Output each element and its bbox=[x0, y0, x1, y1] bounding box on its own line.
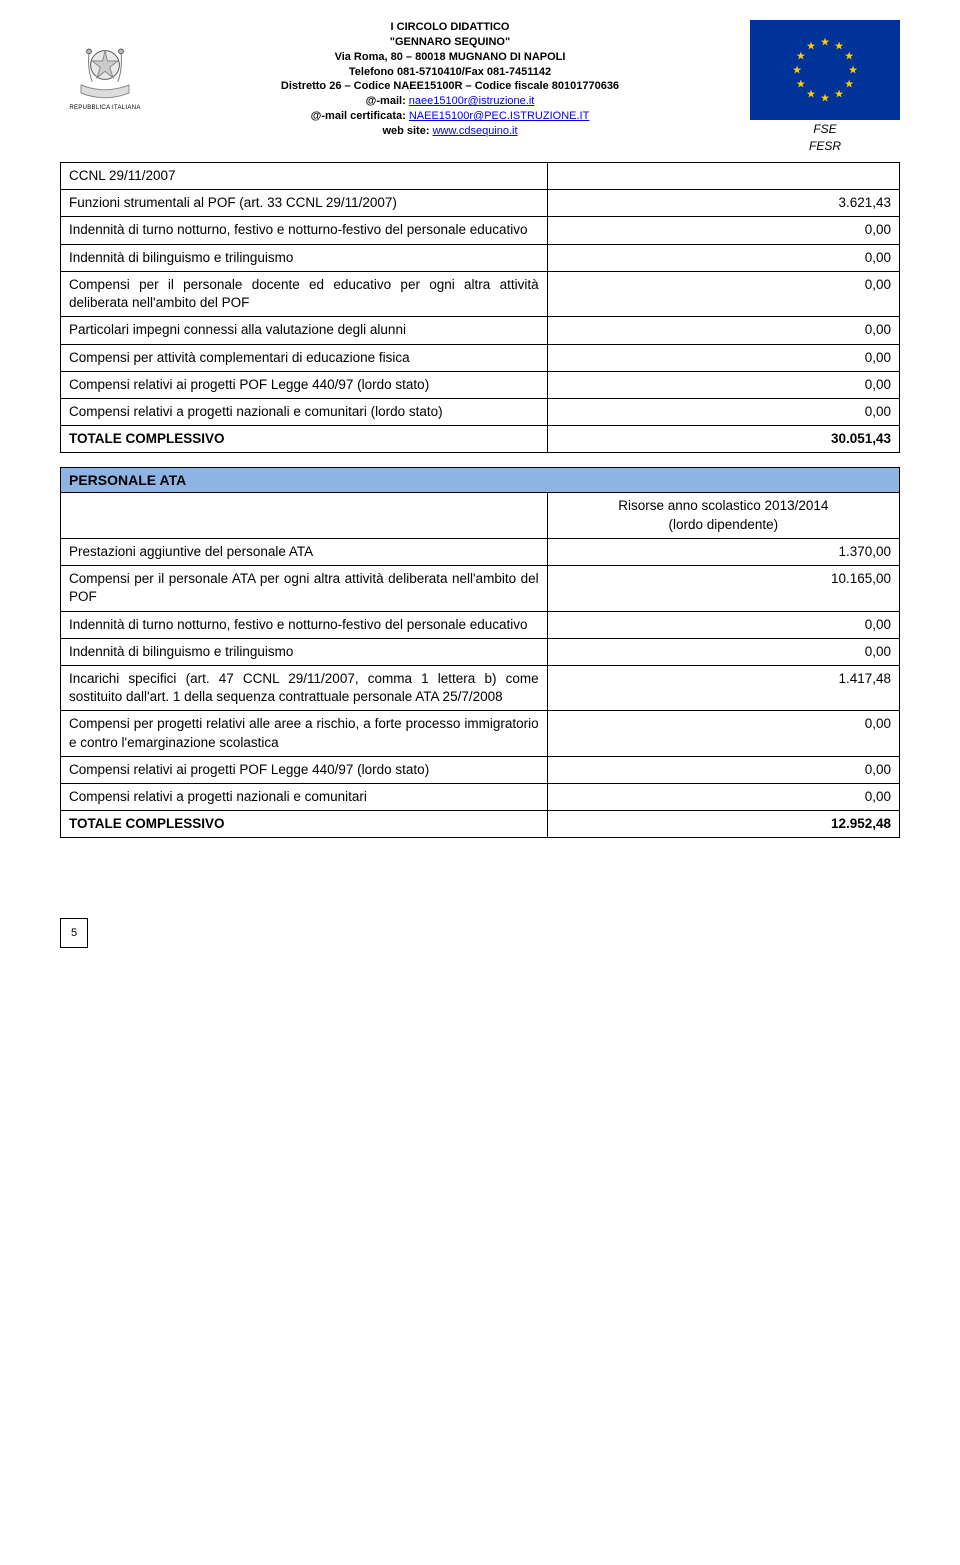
row-value: 0,00 bbox=[547, 638, 899, 665]
table-row: Particolari impegni connessi alla valuta… bbox=[61, 317, 900, 344]
header-line-1: I CIRCOLO DIDATTICO bbox=[158, 20, 742, 35]
table-row: Prestazioni aggiuntive del personale ATA… bbox=[61, 538, 900, 565]
row-label: Incarichi specifici (art. 47 CCNL 29/11/… bbox=[61, 665, 548, 710]
row-value: 0,00 bbox=[547, 271, 899, 316]
row-value: 30.051,43 bbox=[547, 426, 899, 453]
row-label: TOTALE COMPLESSIVO bbox=[61, 811, 548, 838]
row-value: 0,00 bbox=[547, 398, 899, 425]
table-row: Indennità di bilinguismo e trilinguismo0… bbox=[61, 244, 900, 271]
table-row: Indennità di bilinguismo e trilinguismo0… bbox=[61, 638, 900, 665]
table-row: Compensi per attività complementari di e… bbox=[61, 344, 900, 371]
eu-flag-block: ★★★★★★★★★★★★ FSE FESR bbox=[750, 20, 900, 154]
fse-label-1: FSE bbox=[813, 122, 836, 137]
header-line-3: Via Roma, 80 – 80018 MUGNANO DI NAPOLI bbox=[158, 50, 742, 65]
table-docente: CCNL 29/11/2007Funzioni strumentali al P… bbox=[60, 162, 900, 453]
emblem-ribbon-text: REPUBBLICA ITALIANA bbox=[69, 105, 140, 111]
table-row: TOTALE COMPLESSIVO12.952,48 bbox=[61, 811, 900, 838]
row-label: Compensi per progetti relativi alle aree… bbox=[61, 711, 548, 756]
header-mail-line: @-mail: naee15100r@istruzione.it bbox=[158, 94, 742, 109]
row-label: TOTALE COMPLESSIVO bbox=[61, 426, 548, 453]
mail-label: @-mail: bbox=[366, 95, 409, 107]
row-label: Compensi relativi a progetti nazionali e… bbox=[61, 398, 548, 425]
table-row: Compensi relativi ai progetti POF Legge … bbox=[61, 371, 900, 398]
row-value: 0,00 bbox=[547, 371, 899, 398]
mail-link[interactable]: naee15100r@istruzione.it bbox=[409, 95, 535, 107]
row-label: CCNL 29/11/2007 bbox=[61, 163, 548, 190]
eu-flag-icon: ★★★★★★★★★★★★ bbox=[750, 20, 900, 120]
table-row: Compensi per il personale ATA per ogni a… bbox=[61, 566, 900, 611]
table-row: Indennità di turno notturno, festivo e n… bbox=[61, 611, 900, 638]
row-value: 10.165,00 bbox=[547, 566, 899, 611]
row-value: 0,00 bbox=[547, 756, 899, 783]
subheader-empty bbox=[61, 493, 548, 538]
row-label: Compensi per il personale ATA per ogni a… bbox=[61, 566, 548, 611]
table-row: TOTALE COMPLESSIVO30.051,43 bbox=[61, 426, 900, 453]
row-value: 0,00 bbox=[547, 317, 899, 344]
document-header: REPUBBLICA ITALIANA I CIRCOLO DIDATTICO … bbox=[60, 20, 900, 154]
header-mail-cert-line: @-mail certificata: NAEE15100r@PEC.ISTRU… bbox=[158, 109, 742, 124]
row-label: Indennità di bilinguismo e trilinguismo bbox=[61, 638, 548, 665]
row-label: Compensi per il personale docente ed edu… bbox=[61, 271, 548, 316]
table-ata: Risorse anno scolastico 2013/2014(lordo … bbox=[60, 492, 900, 838]
row-value: 1.370,00 bbox=[547, 538, 899, 565]
row-value bbox=[547, 163, 899, 190]
italy-emblem-icon: REPUBBLICA ITALIANA bbox=[60, 20, 150, 120]
mail-cert-label: @-mail certificata: bbox=[311, 110, 409, 122]
row-value: 3.621,43 bbox=[547, 190, 899, 217]
table-row: Indennità di turno notturno, festivo e n… bbox=[61, 217, 900, 244]
row-value: 12.952,48 bbox=[547, 811, 899, 838]
mail-cert-link[interactable]: NAEE15100r@PEC.ISTRUZIONE.IT bbox=[409, 110, 590, 122]
row-value: 0,00 bbox=[547, 217, 899, 244]
table-row: Incarichi specifici (art. 47 CCNL 29/11/… bbox=[61, 665, 900, 710]
row-value: 1.417,48 bbox=[547, 665, 899, 710]
row-label: Indennità di bilinguismo e trilinguismo bbox=[61, 244, 548, 271]
row-value: 0,00 bbox=[547, 244, 899, 271]
row-value: 0,00 bbox=[547, 784, 899, 811]
row-label: Particolari impegni connessi alla valuta… bbox=[61, 317, 548, 344]
section-title-ata: PERSONALE ATA bbox=[60, 467, 900, 493]
page-number: 5 bbox=[60, 918, 88, 948]
table-row: Compensi per progetti relativi alle aree… bbox=[61, 711, 900, 756]
row-label: Prestazioni aggiuntive del personale ATA bbox=[61, 538, 548, 565]
subheader-right: Risorse anno scolastico 2013/2014(lordo … bbox=[547, 493, 899, 538]
table-row: Compensi relativi ai progetti POF Legge … bbox=[61, 756, 900, 783]
table-row: Compensi relativi a progetti nazionali e… bbox=[61, 784, 900, 811]
fse-label-2: FESR bbox=[809, 139, 841, 154]
table-row: Compensi per il personale docente ed edu… bbox=[61, 271, 900, 316]
row-label: Compensi relativi a progetti nazionali e… bbox=[61, 784, 548, 811]
header-line-2: "GENNARO SEQUINO" bbox=[158, 35, 742, 50]
table-row: CCNL 29/11/2007 bbox=[61, 163, 900, 190]
web-link[interactable]: www.cdsequino.it bbox=[433, 125, 518, 137]
row-label: Indennità di turno notturno, festivo e n… bbox=[61, 217, 548, 244]
table-row: Compensi relativi a progetti nazionali e… bbox=[61, 398, 900, 425]
row-value: 0,00 bbox=[547, 711, 899, 756]
web-label: web site: bbox=[382, 125, 432, 137]
header-web-line: web site: www.cdsequino.it bbox=[158, 124, 742, 139]
row-label: Compensi relativi ai progetti POF Legge … bbox=[61, 371, 548, 398]
row-label: Funzioni strumentali al POF (art. 33 CCN… bbox=[61, 190, 548, 217]
header-line-4: Telefono 081-5710410/Fax 081-7451142 bbox=[158, 65, 742, 80]
row-value: 0,00 bbox=[547, 344, 899, 371]
row-label: Indennità di turno notturno, festivo e n… bbox=[61, 611, 548, 638]
header-line-5: Distretto 26 – Codice NAEE15100R – Codic… bbox=[158, 79, 742, 94]
header-center-block: I CIRCOLO DIDATTICO "GENNARO SEQUINO" Vi… bbox=[150, 20, 750, 139]
row-label: Compensi per attività complementari di e… bbox=[61, 344, 548, 371]
table-subheader-row: Risorse anno scolastico 2013/2014(lordo … bbox=[61, 493, 900, 538]
row-value: 0,00 bbox=[547, 611, 899, 638]
table-row: Funzioni strumentali al POF (art. 33 CCN… bbox=[61, 190, 900, 217]
row-label: Compensi relativi ai progetti POF Legge … bbox=[61, 756, 548, 783]
